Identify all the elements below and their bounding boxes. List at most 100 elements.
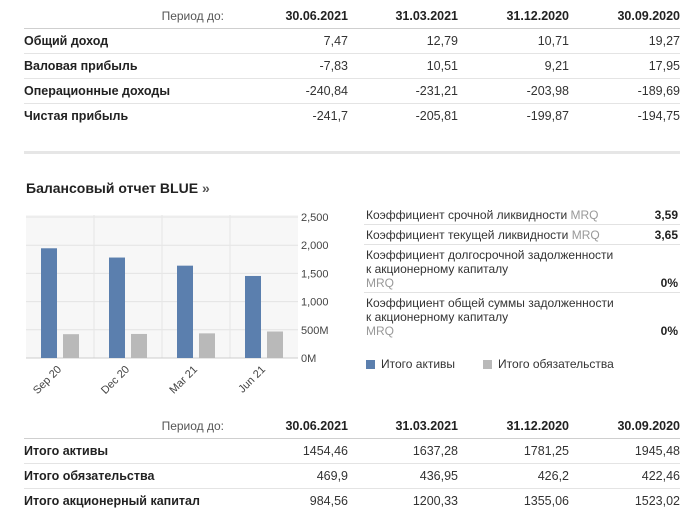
bar-total-assets[interactable] (177, 265, 193, 358)
ratio-row-total-debt: Коэффициент общей суммы задолженности к … (364, 293, 680, 340)
ratio-row-lt-debt: Коэффициент долгосрочной задолженности к… (364, 245, 680, 293)
cell-value: 1200,33 (348, 488, 458, 513)
bar-total-assets[interactable] (109, 257, 125, 358)
period-label: Период до: (24, 414, 224, 439)
ratio-value: 0% (660, 276, 678, 290)
balance-date-2: 31.03.2021 (348, 414, 458, 439)
y-tick-label: 2,000 (301, 240, 329, 252)
mrq-badge: MRQ (570, 208, 599, 222)
chevron-right-icon[interactable]: » (202, 180, 210, 196)
balance-date-4: 30.09.2020 (569, 414, 680, 439)
cell-value: -7,83 (224, 53, 348, 79)
chart-bars (41, 248, 283, 358)
ratio-label: Коэффициент долгосрочной задолженности к… (366, 248, 614, 276)
y-tick-label: 500M (301, 325, 329, 337)
balance-sheet-title-text[interactable]: Балансовый отчет BLUE (26, 180, 199, 196)
bar-total-liabilities[interactable] (267, 331, 283, 358)
legend-swatch-assets (366, 359, 375, 369)
mrq-badge: MRQ (366, 276, 394, 290)
cell-value: 10,71 (458, 28, 569, 54)
income-date-1: 30.06.2021 (224, 4, 348, 29)
ratio-label: Коэффициент текущей ликвидности (366, 228, 569, 242)
table-row: Чистая прибыль -241,7 -205,81 -199,87 -1… (24, 103, 680, 128)
ratio-row-quick: Коэффициент срочной ликвидности MRQ 3,59 (364, 205, 680, 225)
legend-item-assets: Итого активы (366, 357, 455, 371)
ratio-row-current: Коэффициент текущей ликвидности MRQ 3,65 (364, 225, 680, 245)
chart-y-axis: 0M 500M 1,000 1,500 2,000 2,500 (301, 212, 329, 365)
cell-value: -205,81 (348, 103, 458, 128)
chart-x-axis: Sep 20 Dec 20 Mar 21 Jun 21 (31, 364, 268, 395)
income-date-4: 30.09.2020 (569, 4, 680, 29)
table-row: Операционные доходы -240,84 -231,21 -203… (24, 78, 680, 104)
cell-value: -231,21 (348, 78, 458, 104)
income-header-row: Период до: 30.06.2021 31.03.2021 31.12.2… (24, 4, 680, 29)
income-statement-table: Период до: 30.06.2021 31.03.2021 31.12.2… (24, 4, 680, 128)
table-row: Валовая прибыль -7,83 10,51 9,21 17,95 (24, 53, 680, 79)
chart-legend: Итого активы Итого обязательства (366, 357, 642, 371)
income-date-3: 31.12.2020 (458, 4, 569, 29)
cell-value: 12,79 (348, 28, 458, 54)
balance-sheet-table: Период до: 30.06.2021 31.03.2021 31.12.2… (24, 414, 680, 513)
x-tick-label: Sep 20 (31, 364, 64, 395)
legend-swatch-liabilities (483, 359, 493, 369)
cell-value: 436,95 (348, 463, 458, 489)
cell-value: -199,87 (458, 103, 569, 128)
balance-sheet-title[interactable]: Балансовый отчет BLUE» (26, 180, 210, 196)
row-label: Чистая прибыль (24, 103, 224, 128)
y-tick-label: 0M (301, 353, 316, 365)
x-tick-label: Jun 21 (236, 364, 268, 395)
mrq-badge: MRQ (571, 228, 600, 242)
table-row: Итого акционерный капитал 984,56 1200,33… (24, 488, 680, 513)
balance-header-row: Период до: 30.06.2021 31.03.2021 31.12.2… (24, 414, 680, 439)
legend-item-liabilities: Итого обязательства (483, 357, 614, 371)
row-label: Валовая прибыль (24, 53, 224, 79)
cell-value: 1781,25 (458, 438, 569, 464)
cell-value: 1523,02 (569, 488, 680, 513)
period-label: Период до: (24, 4, 224, 29)
table-row: Итого обязательства 469,9 436,95 426,2 4… (24, 463, 680, 489)
cell-value: -240,84 (224, 78, 348, 104)
cell-value: 1355,06 (458, 488, 569, 513)
row-label: Общий доход (24, 28, 224, 54)
cell-value: 426,2 (458, 463, 569, 489)
balance-date-1: 30.06.2021 (224, 414, 348, 439)
cell-value: 422,46 (569, 463, 680, 489)
row-label: Итого акционерный капитал (24, 488, 224, 513)
cell-value: 9,21 (458, 53, 569, 79)
bar-total-assets[interactable] (41, 248, 57, 358)
row-label: Итого активы (24, 438, 224, 464)
cell-value: 469,9 (224, 463, 348, 489)
y-tick-label: 1,000 (301, 297, 329, 309)
y-tick-label: 1,500 (301, 268, 329, 280)
cell-value: -189,69 (569, 78, 680, 104)
ratio-value: 0% (660, 324, 678, 338)
cell-value: -241,7 (224, 103, 348, 128)
cell-value: 984,56 (224, 488, 348, 513)
x-tick-label: Mar 21 (167, 364, 200, 395)
bar-total-liabilities[interactable] (199, 333, 215, 358)
cell-value: 19,27 (569, 28, 680, 54)
ratio-label: Коэффициент срочной ликвидности (366, 208, 568, 222)
table-row: Общий доход 7,47 12,79 10,71 19,27 (24, 28, 680, 54)
section-divider (24, 151, 680, 154)
ratios-list: Коэффициент срочной ликвидности MRQ 3,59… (364, 205, 680, 340)
row-label: Операционные доходы (24, 78, 224, 104)
ratio-value: 3,59 (654, 208, 678, 222)
income-date-2: 31.03.2021 (348, 4, 458, 29)
balance-date-3: 31.12.2020 (458, 414, 569, 439)
bar-total-assets[interactable] (245, 275, 261, 358)
bar-total-liabilities[interactable] (131, 333, 147, 358)
cell-value: -194,75 (569, 103, 680, 128)
bar-total-liabilities[interactable] (63, 334, 79, 358)
row-label: Итого обязательства (24, 463, 224, 489)
x-tick-label: Dec 20 (99, 364, 132, 395)
mrq-badge: MRQ (366, 324, 394, 338)
legend-label-assets: Итого активы (381, 357, 456, 371)
cell-value: 17,95 (569, 53, 680, 79)
cell-value: 7,47 (224, 28, 348, 54)
table-row: Итого активы 1454,46 1637,28 1781,25 194… (24, 438, 680, 464)
cell-value: -203,98 (458, 78, 569, 104)
y-tick-label: 2,500 (301, 212, 329, 224)
cell-value: 1945,48 (569, 438, 680, 464)
ratio-value: 3,65 (654, 228, 678, 242)
